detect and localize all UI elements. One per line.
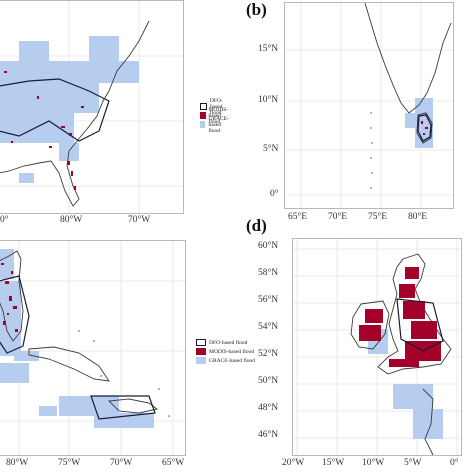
panel-b-x-tick: 80°E bbox=[408, 212, 428, 222]
panel-a-map-svg bbox=[0, 1, 183, 213]
panel-b-map bbox=[284, 2, 454, 209]
panel-b-sri-lanka bbox=[416, 112, 433, 144]
panel-d-y-tick: 48°N bbox=[258, 403, 279, 413]
panel-d-map-svg bbox=[293, 239, 461, 455]
panel-b-y-tick: 10°N bbox=[258, 95, 279, 105]
legend-item-grace: GRACE-based flood bbox=[200, 116, 233, 134]
panel-a-x-tick: 80°W bbox=[60, 215, 83, 225]
panel-b-grace-cells bbox=[405, 98, 433, 148]
panel-a-x-tick: 0° bbox=[0, 215, 9, 225]
panel-d-dfo-polygon bbox=[396, 298, 444, 352]
panel-a-grace-cells bbox=[0, 36, 139, 183]
legend-label: DFO-based flood bbox=[209, 339, 248, 346]
panel-d-x-tick: 20°W bbox=[282, 458, 305, 468]
panel-d-label: (d) bbox=[246, 216, 267, 235]
panel-b-label: (b) bbox=[246, 0, 267, 19]
panel-c-cuba bbox=[28, 346, 110, 382]
panel-d-y-tick: 52°N bbox=[258, 349, 279, 359]
panel-c-map bbox=[0, 240, 186, 456]
panel-c-x-tick: 65°W bbox=[162, 458, 185, 468]
panel-d-y-tick: 60°N bbox=[258, 241, 279, 251]
panel-b-modis-pixels bbox=[421, 121, 428, 135]
modis-swatch bbox=[196, 348, 206, 355]
panel-d-france-coast bbox=[422, 388, 434, 455]
panel-b-dfo-polygon bbox=[417, 114, 432, 142]
panel-a-dfo-polygon bbox=[0, 78, 110, 142]
panel-a-map bbox=[0, 0, 184, 214]
panel-b-y-tick: 0° bbox=[270, 189, 279, 199]
panel-b-y-tick: 15°N bbox=[258, 44, 279, 54]
panel-c-grace-cells bbox=[0, 249, 154, 428]
panel-c-x-tick: 70°W bbox=[110, 458, 133, 468]
legend-item-dfo: DFO-based flood bbox=[200, 98, 233, 116]
panel-d-great-britain bbox=[377, 253, 452, 375]
legend-label: GRACE-based flood bbox=[208, 115, 229, 134]
panel-b-x-tick: 65°E bbox=[288, 212, 308, 222]
panel-c-x-tick: 80°W bbox=[6, 458, 29, 468]
panel-d-grace-cells bbox=[368, 329, 443, 439]
panel-c-map-svg bbox=[0, 241, 185, 455]
legend-label: MODIS-based flood bbox=[208, 106, 229, 125]
grace-swatch bbox=[196, 357, 206, 364]
panel-d-x-tick: 0° bbox=[450, 458, 459, 468]
legend-item-grace: GRACE-based flood bbox=[196, 356, 255, 365]
panel-b-y-tick: 5°N bbox=[263, 144, 279, 154]
panel-d-ireland bbox=[350, 300, 390, 350]
legend-item-modis: MODIS-based flood bbox=[196, 347, 255, 356]
dfo-swatch bbox=[200, 103, 207, 110]
panel-d-x-tick: 15°W bbox=[322, 458, 345, 468]
panel-d-map bbox=[292, 238, 462, 456]
panel-d-y-tick: 46°N bbox=[258, 430, 279, 440]
panel-d-x-tick: 10°W bbox=[362, 458, 385, 468]
panel-a-legend: DFO-based flood MODIS-based flood GRACE-… bbox=[200, 98, 233, 134]
legend-label: DFO-based flood bbox=[209, 97, 223, 116]
panel-a: 0° 80°W 70°W DFO-based flood MODIS-based… bbox=[0, 0, 229, 232]
panel-a-modis-pixels bbox=[4, 71, 84, 190]
panel-c-x-tick: 75°W bbox=[58, 458, 81, 468]
panel-d-y-tick: 50°N bbox=[258, 376, 279, 386]
panel-d-x-tick: 5°W bbox=[404, 458, 422, 468]
panel-d-y-tick: 58°N bbox=[258, 268, 279, 278]
panel-d-y-tick: 54°N bbox=[258, 322, 279, 332]
panel-b-x-tick: 75°E bbox=[368, 212, 388, 222]
panel-b-map-svg bbox=[285, 3, 453, 208]
panel-b-coastline bbox=[364, 3, 452, 114]
dfo-swatch bbox=[196, 339, 206, 346]
panel-a-coastline bbox=[0, 20, 150, 207]
panel-c-hispaniola bbox=[108, 398, 159, 414]
legend-label: GRACE-based flood bbox=[209, 357, 255, 364]
modis-swatch bbox=[200, 112, 206, 119]
panel-d-y-tick: 56°N bbox=[258, 295, 279, 305]
legend-item-dfo: DFO-based flood bbox=[196, 338, 255, 347]
legend-item-modis: MODIS-based flood bbox=[200, 107, 233, 125]
panel-c-dfo-polygon bbox=[0, 275, 30, 354]
panel-a-x-tick: 70°W bbox=[128, 215, 151, 225]
panel-b-x-tick: 70°E bbox=[328, 212, 348, 222]
panel-c-modis-pixels bbox=[1, 263, 18, 332]
grace-swatch bbox=[200, 121, 206, 128]
legend-label: MODIS-based flood bbox=[209, 348, 255, 355]
panel-c-dfo-polygon-2 bbox=[90, 395, 156, 420]
panel-c-legend: DFO-based flood MODIS-based flood GRACE-… bbox=[196, 338, 255, 365]
